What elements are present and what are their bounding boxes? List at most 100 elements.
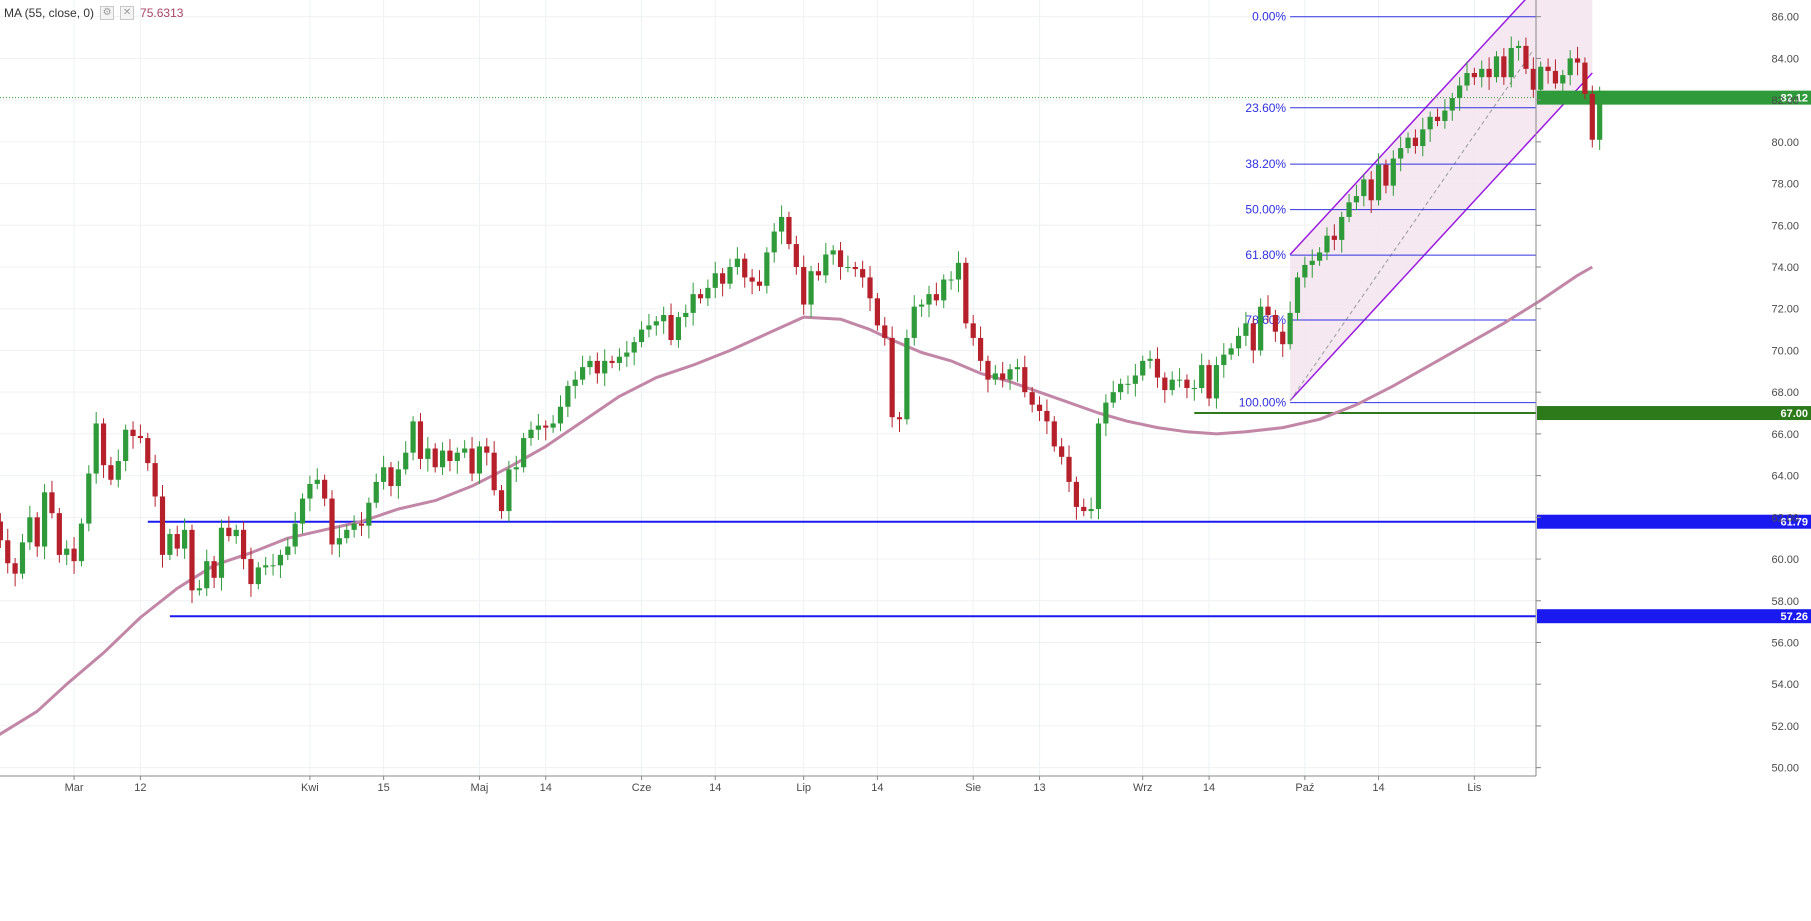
candle-body [970,323,976,338]
candle-body [1493,56,1500,78]
candle-body [1479,68,1485,78]
candle-body [425,448,431,459]
candle-body [985,360,991,380]
candle-body [1184,379,1190,388]
candle-body [1110,392,1116,403]
candle-body [432,448,438,468]
candle-body [1486,68,1492,78]
candle-body [919,304,925,307]
candle-body [233,529,239,537]
candle-body [1538,66,1544,90]
candle-body [609,360,615,363]
candle-body [1199,365,1205,388]
horizontal-levels: 61.79 57.26 67.00 82.12 [0,90,1811,624]
candle-body [1331,235,1337,240]
price-tick-label: 76.00 [1771,220,1799,232]
candle-body [882,325,888,338]
fib-level-label: 38.20% [1245,157,1286,171]
gear-icon[interactable]: ⚙ [100,6,115,20]
moving-average-line [0,265,1594,736]
candle-body [992,373,998,380]
candle-body [867,277,873,299]
candle-body [285,546,291,555]
candle-body [1434,116,1441,121]
candle-body [1140,360,1146,376]
candle-body [1103,402,1109,424]
candle-body [1353,196,1360,203]
candle-body [580,367,586,380]
candle-body [1287,312,1293,345]
candle-body [705,287,711,299]
candle-body [34,517,40,547]
time-tick-label: 13 [1033,782,1045,794]
level-tag-label: 61.79 [1780,517,1808,529]
price-tick-label: 64.00 [1771,471,1799,483]
candle-body [565,385,571,407]
candle-body [1044,410,1050,422]
candle-body [189,529,195,591]
candle-body [1420,129,1426,147]
channel-lower-line [1289,72,1593,402]
candle-body [572,379,578,386]
time-tick-label: 15 [377,782,389,794]
candle-body [1272,314,1278,332]
candle-body [1206,365,1212,399]
price-tick-label: 86.00 [1771,12,1799,24]
candle-body [1191,388,1197,389]
candle-body [594,360,600,374]
price-tick-label: 66.00 [1771,429,1799,441]
candle-body [351,523,357,530]
candle-body [498,490,505,512]
candle-body [1574,58,1581,63]
level-tag [1537,609,1811,624]
candle-body [0,521,3,541]
candle-body [439,450,446,468]
time-tick-label: 14 [1203,782,1215,794]
time-tick-label: Sie [965,782,981,794]
candle-body [1169,379,1175,391]
candle-body [1051,421,1057,447]
candle-body [12,563,18,574]
candle-body [1309,260,1315,265]
channel-fill [1289,0,1593,402]
close-icon[interactable]: ✕ [120,6,135,20]
candle-body [1390,158,1396,186]
candle-body [454,452,460,462]
candle-body [5,540,11,564]
candle-body [71,548,77,562]
candle-body [786,216,792,245]
price-tick-label: 58.00 [1771,596,1799,608]
candle-body [749,277,755,282]
candle-body [653,321,659,326]
candle-body [1346,202,1352,217]
candle-body [1250,323,1256,351]
candle-body [1449,98,1455,111]
time-tick-label: 14 [709,782,721,794]
candle-body [1368,179,1374,201]
candle-body [1221,354,1227,366]
candle-body [196,588,202,591]
candle-body [64,548,70,555]
candle-body [292,523,298,547]
candle-body [1213,365,1220,399]
candle-body [1162,377,1168,391]
level-tag [1537,514,1811,529]
candle-body [1597,98,1603,140]
candle-body [550,423,556,428]
indicator-legend: MA (55, close, 0) ⚙ ✕ 75.6313 [4,6,183,20]
level-tag [1537,406,1811,421]
candle-body [778,216,785,232]
candle-body [926,294,932,305]
price-tick-label: 52.00 [1771,721,1799,733]
time-tick-label: 14 [871,782,883,794]
time-tick-label: Lis [1467,782,1482,794]
candle-body [159,496,166,555]
candle-body [1294,277,1301,313]
candle-body [1582,62,1588,94]
candle-body [904,337,910,420]
fib-level-label: 0.00% [1252,10,1286,24]
candle-body [815,271,822,276]
candle-body [1442,110,1448,121]
